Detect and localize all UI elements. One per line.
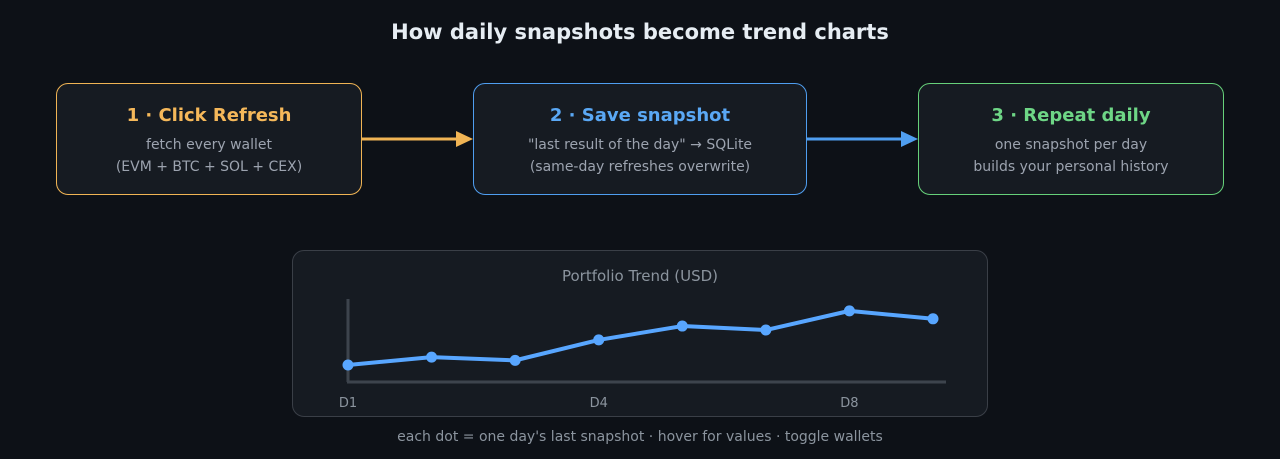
data-point: [760, 324, 772, 336]
data-point: [342, 359, 354, 371]
arrow-step2-to-step3: [807, 131, 918, 147]
diagram-title: How daily snapshots become trend charts: [391, 20, 889, 44]
data-point: [426, 351, 438, 363]
data-point: [843, 305, 855, 317]
data-point: [593, 334, 605, 346]
x-tick-label: D1: [339, 396, 357, 411]
step-line: fetch every wallet: [146, 137, 272, 153]
trend-line: [346, 308, 935, 367]
data-point: [676, 320, 688, 332]
step-line: (same-day refreshes overwrite): [529, 159, 751, 175]
step-save-snapshot: 2 · Save snapshot "last result of the da…: [473, 83, 807, 195]
step-title: 1 · Click Refresh: [126, 105, 292, 126]
x-tick-label: D8: [840, 396, 858, 411]
step-repeat-daily: 3 · Repeat daily one snapshot per day bu…: [918, 83, 1224, 195]
step-title: 3 · Repeat daily: [991, 105, 1151, 126]
step-line: builds your personal history: [973, 159, 1169, 175]
arrow-step1-to-step2: [362, 131, 473, 147]
trend-chart: D1 D4 D8: [339, 299, 946, 411]
step-click-refresh: 1 · Click Refresh fetch every wallet (EV…: [56, 83, 362, 195]
trend-chart-panel: Portfolio Trend (USD) D1 D4 D8: [292, 250, 988, 417]
step-line: (EVM + BTC + SOL + CEX): [115, 159, 303, 175]
data-point: [509, 354, 521, 366]
step-line: one snapshot per day: [994, 137, 1148, 153]
chart-caption: each dot = one day's last snapshot · hov…: [397, 429, 883, 445]
x-tick-label: D4: [590, 396, 608, 411]
chart-title: Portfolio Trend (USD): [561, 267, 719, 285]
data-point: [927, 313, 939, 325]
step-line: "last result of the day" → SQLite: [527, 137, 753, 153]
step-title: 2 · Save snapshot: [549, 105, 731, 126]
